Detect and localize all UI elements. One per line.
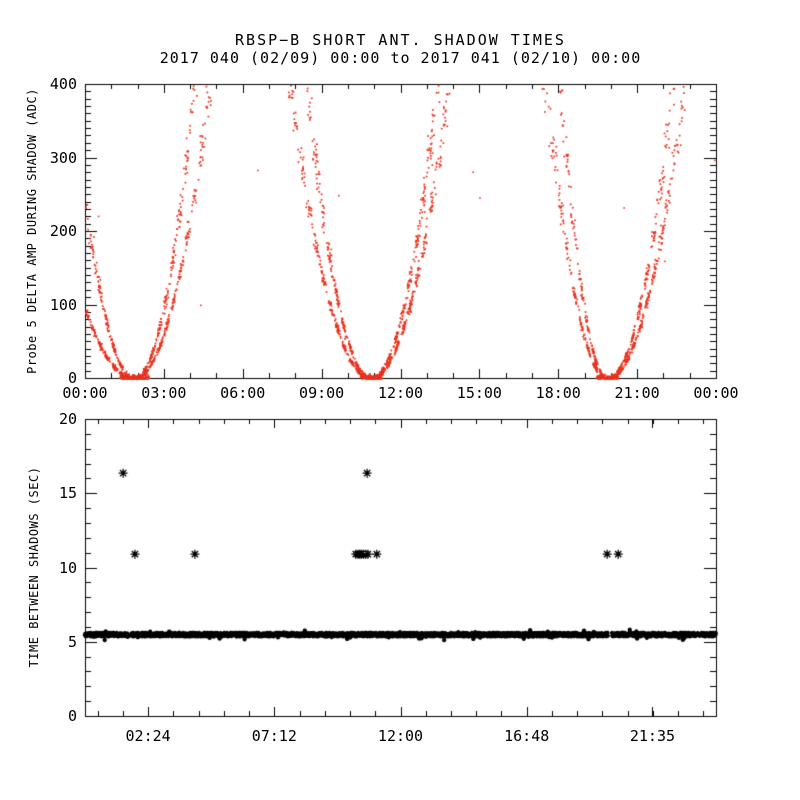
x-tick-label: 16:48 [504, 727, 550, 745]
x-tick-label: 09:00 [299, 384, 345, 402]
y-tick-label: 300 [49, 148, 77, 167]
x-tick-label: 18:00 [535, 384, 581, 402]
y-tick-label: 0 [67, 369, 77, 387]
figure-title: RBSP−B SHORT ANT. SHADOW TIMES [235, 31, 566, 49]
figure-subtitle: 2017 040 (02/09) 00:00 to 2017 041 (02/1… [159, 49, 642, 67]
x-tick-label: 02:24 [125, 727, 171, 745]
x-tick-label: 12:00 [377, 384, 424, 402]
y-tick-label: 15 [58, 484, 77, 503]
x-tick-label: 12:00 [377, 727, 424, 745]
x-tick-label: 03:00 [141, 384, 187, 402]
y-tick-label: 400 [49, 75, 77, 93]
y-tick-label: 0 [67, 707, 77, 725]
y-tick-label: 5 [67, 632, 77, 651]
x-tick-label: 21:35 [629, 727, 676, 745]
x-tick-label: 00:00 [62, 384, 108, 402]
x-tick-label: 00:00 [693, 384, 739, 402]
y-tick-label: 20 [58, 410, 77, 428]
y-tick-label: 200 [49, 222, 77, 240]
x-tick-label: 21:00 [614, 384, 660, 402]
x-tick-label: 06:00 [220, 384, 266, 402]
y-tick-label: 10 [58, 558, 77, 577]
y-tick-label: 100 [49, 295, 77, 314]
x-tick-label: 15:00 [456, 384, 502, 402]
x-tick-label: 07:12 [251, 727, 297, 745]
